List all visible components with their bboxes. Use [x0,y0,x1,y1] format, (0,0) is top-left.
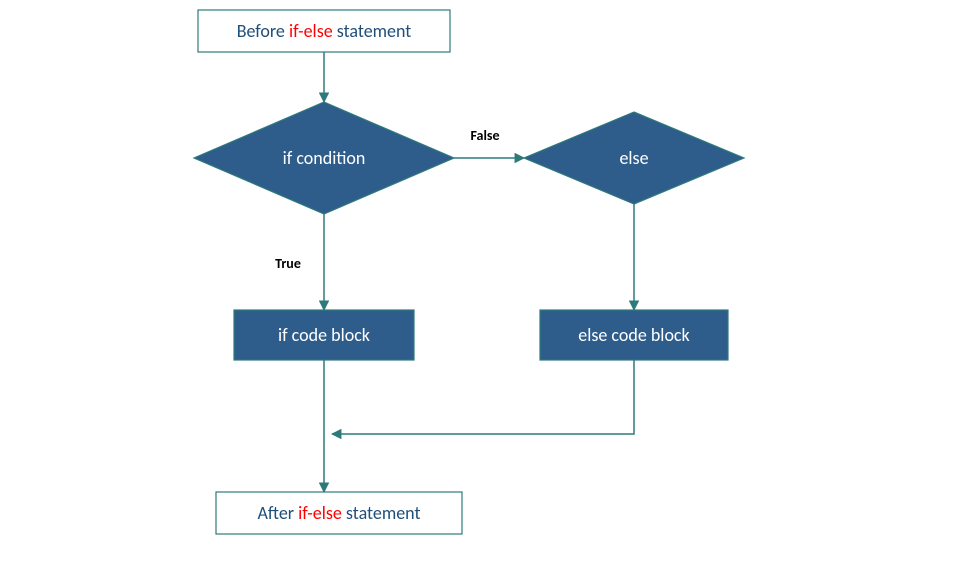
edges [324,52,634,492]
else-block-label: else code block [578,324,689,346]
if-condition-label: if condition [283,147,366,169]
after-text-1: After [258,502,299,524]
node-else: else [524,112,744,204]
edge-elseblock-to-merge [332,360,634,434]
node-else-block: else code block [540,310,728,360]
if-block-label: if code block [278,324,370,346]
node-before: Before if-else statement [198,10,450,52]
after-keyword: if-else [298,502,342,524]
svg-text:After if-else statement: After if-else statement [258,502,421,524]
edge-label-false: False [470,127,499,144]
edge-label-true: True [275,255,301,272]
else-label: else [619,147,648,169]
before-text-2: statement [333,20,412,42]
node-after: After if-else statement [216,492,462,534]
before-text-1: Before [237,20,289,42]
before-keyword: if-else [289,20,333,42]
svg-text:Before if-else statement: Before if-else statement [237,20,412,42]
flowchart-canvas: False True Before if-else statement if c… [0,0,954,566]
after-text-2: statement [342,502,421,524]
node-if-condition: if condition [194,102,454,214]
node-if-block: if code block [234,310,414,360]
